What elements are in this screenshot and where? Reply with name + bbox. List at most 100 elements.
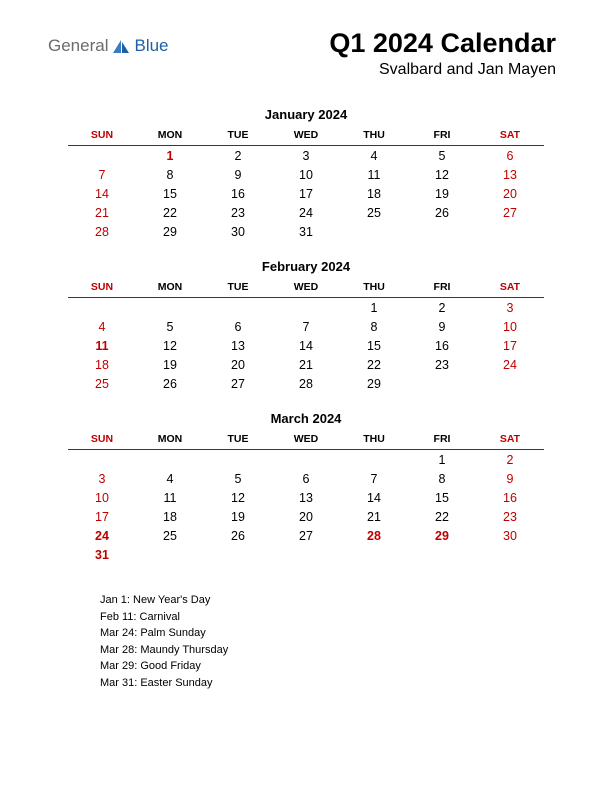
calendar-cell: 19: [408, 184, 476, 203]
calendar-cell: 23: [204, 203, 272, 222]
month-title: February 2024: [68, 259, 544, 274]
calendar-cell: 22: [136, 203, 204, 222]
day-header: TUE: [204, 126, 272, 146]
calendar-cell: [136, 545, 204, 564]
calendar-cell: 4: [340, 146, 408, 166]
calendar-cell: 28: [272, 374, 340, 393]
month-block: January 2024SUNMONTUEWEDTHUFRISAT1234567…: [68, 107, 544, 241]
calendar-cell: [340, 222, 408, 241]
calendar-cell: 22: [408, 507, 476, 526]
calendar-cell: 14: [272, 336, 340, 355]
calendar-cell: 24: [68, 526, 136, 545]
holiday-item: Jan 1: New Year's Day: [100, 592, 612, 609]
calendar-cell: 7: [340, 469, 408, 488]
calendar-cell: 6: [272, 469, 340, 488]
calendar-cell: 24: [272, 203, 340, 222]
calendar-cell: 14: [68, 184, 136, 203]
calendar-cell: 29: [408, 526, 476, 545]
calendar-cell: 18: [136, 507, 204, 526]
calendar-cell: 5: [408, 146, 476, 166]
holidays-list: Jan 1: New Year's DayFeb 11: CarnivalMar…: [0, 582, 612, 691]
header: General Blue Q1 2024 Calendar Svalbard a…: [0, 0, 612, 89]
calendar-cell: 27: [476, 203, 544, 222]
logo: General Blue: [48, 28, 169, 56]
calendar-row: 28293031: [68, 222, 544, 241]
calendar-cell: 8: [136, 165, 204, 184]
logo-sail-icon: [111, 39, 131, 54]
calendar-cell: 7: [272, 317, 340, 336]
calendar-table: SUNMONTUEWEDTHUFRISAT1234567891011121314…: [68, 126, 544, 241]
calendar-cell: 12: [204, 488, 272, 507]
calendar-cell: 17: [272, 184, 340, 203]
calendar-cell: 10: [68, 488, 136, 507]
calendar-cell: 20: [476, 184, 544, 203]
calendar-cell: 3: [476, 298, 544, 318]
calendar-cell: 3: [272, 146, 340, 166]
calendar-row: 123456: [68, 146, 544, 166]
calendar-cell: 9: [476, 469, 544, 488]
page-subtitle: Svalbard and Jan Mayen: [329, 61, 556, 79]
calendar-row: 78910111213: [68, 165, 544, 184]
calendar-cell: 15: [408, 488, 476, 507]
calendar-cell: 29: [340, 374, 408, 393]
calendar-cell: 20: [272, 507, 340, 526]
day-header: SAT: [476, 430, 544, 450]
calendar-row: 18192021222324: [68, 355, 544, 374]
day-header: SUN: [68, 278, 136, 298]
calendar-cell: 1: [408, 450, 476, 470]
calendar-row: 11121314151617: [68, 336, 544, 355]
calendar-cell: 26: [136, 374, 204, 393]
calendar-cell: 21: [272, 355, 340, 374]
calendar-cell: 2: [408, 298, 476, 318]
calendar-cell: 11: [340, 165, 408, 184]
calendar-cell: 11: [136, 488, 204, 507]
holiday-item: Mar 29: Good Friday: [100, 658, 612, 675]
calendar-cell: 30: [476, 526, 544, 545]
calendar-cell: [476, 222, 544, 241]
calendar-cell: [204, 545, 272, 564]
calendar-cell: 13: [476, 165, 544, 184]
day-header: SUN: [68, 430, 136, 450]
calendar-cell: 16: [408, 336, 476, 355]
calendar-row: 123: [68, 298, 544, 318]
calendar-cell: 17: [68, 507, 136, 526]
day-header: FRI: [408, 278, 476, 298]
calendar-cell: 21: [340, 507, 408, 526]
month-block: February 2024SUNMONTUEWEDTHUFRISAT123456…: [68, 259, 544, 393]
calendar-cell: 15: [136, 184, 204, 203]
month-title: March 2024: [68, 411, 544, 426]
calendar-cell: 23: [408, 355, 476, 374]
day-header: WED: [272, 430, 340, 450]
calendar-cell: [408, 222, 476, 241]
calendar-cell: 9: [408, 317, 476, 336]
calendar-cell: 20: [204, 355, 272, 374]
calendar-row: 17181920212223: [68, 507, 544, 526]
calendar-cell: 1: [136, 146, 204, 166]
calendar-cell: 4: [136, 469, 204, 488]
calendar-cell: [340, 545, 408, 564]
calendar-row: 14151617181920: [68, 184, 544, 203]
day-header: THU: [340, 430, 408, 450]
calendar-cell: 29: [136, 222, 204, 241]
day-header: WED: [272, 126, 340, 146]
logo-text-general: General: [48, 36, 108, 56]
calendar-row: 12: [68, 450, 544, 470]
calendar-cell: 16: [476, 488, 544, 507]
calendar-row: 10111213141516: [68, 488, 544, 507]
calendar-cell: [476, 545, 544, 564]
calendar-cell: 26: [408, 203, 476, 222]
calendar-cell: 30: [204, 222, 272, 241]
calendar-cell: [68, 146, 136, 166]
holiday-item: Mar 28: Maundy Thursday: [100, 642, 612, 659]
day-header: SAT: [476, 126, 544, 146]
calendar-cell: 9: [204, 165, 272, 184]
day-header: THU: [340, 126, 408, 146]
page-title: Q1 2024 Calendar: [329, 28, 556, 59]
calendar-cell: [272, 298, 340, 318]
calendar-cell: 3: [68, 469, 136, 488]
calendar-cell: [476, 374, 544, 393]
calendar-cell: 14: [340, 488, 408, 507]
calendar-cell: 31: [272, 222, 340, 241]
calendar-cell: 15: [340, 336, 408, 355]
calendar-cell: 25: [68, 374, 136, 393]
